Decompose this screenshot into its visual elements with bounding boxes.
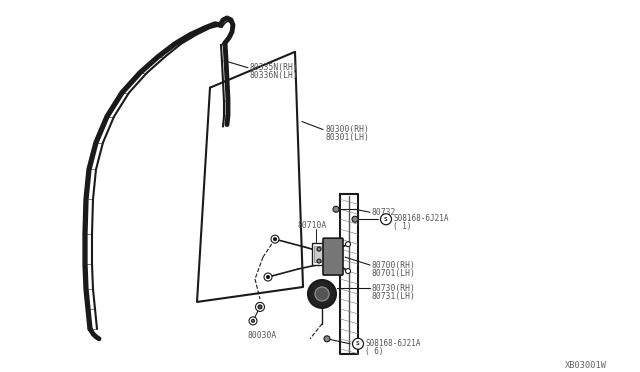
Text: S: S	[356, 341, 360, 346]
Circle shape	[353, 338, 364, 349]
Text: 80300(RH): 80300(RH)	[325, 125, 369, 134]
Circle shape	[308, 280, 336, 308]
Text: 80335N(RH): 80335N(RH)	[250, 63, 299, 72]
Circle shape	[264, 273, 272, 281]
Text: 80301(LH): 80301(LH)	[325, 132, 369, 141]
Text: 80730(RH): 80730(RH)	[372, 284, 416, 293]
Circle shape	[381, 214, 392, 225]
Circle shape	[252, 320, 255, 323]
Text: S08168-6J21A: S08168-6J21A	[365, 339, 420, 348]
Circle shape	[271, 235, 279, 243]
Text: S08168-6J21A: S08168-6J21A	[393, 214, 449, 223]
Text: ( 6): ( 6)	[365, 347, 383, 356]
Text: 80030A: 80030A	[248, 331, 277, 340]
Circle shape	[317, 247, 321, 251]
Text: 80731(LH): 80731(LH)	[372, 292, 416, 301]
Bar	[314, 246, 324, 262]
Text: 80336N(LH): 80336N(LH)	[250, 71, 299, 80]
Circle shape	[324, 336, 330, 342]
Circle shape	[249, 317, 257, 325]
Text: 80710A: 80710A	[298, 221, 327, 230]
Circle shape	[346, 242, 351, 247]
Text: XB03001W: XB03001W	[565, 361, 607, 370]
Circle shape	[258, 305, 262, 309]
Circle shape	[255, 302, 264, 311]
Circle shape	[273, 238, 276, 241]
Circle shape	[315, 287, 329, 301]
Circle shape	[346, 269, 351, 273]
Circle shape	[333, 206, 339, 212]
Text: S: S	[384, 217, 388, 222]
Bar	[312, 243, 326, 265]
Text: 80700(RH): 80700(RH)	[372, 261, 416, 270]
Text: ( 1): ( 1)	[393, 222, 412, 231]
Circle shape	[317, 259, 321, 263]
Circle shape	[266, 276, 269, 279]
FancyBboxPatch shape	[323, 238, 343, 275]
Text: 80732: 80732	[372, 208, 396, 217]
Circle shape	[352, 216, 358, 222]
Text: 80701(LH): 80701(LH)	[372, 269, 416, 278]
